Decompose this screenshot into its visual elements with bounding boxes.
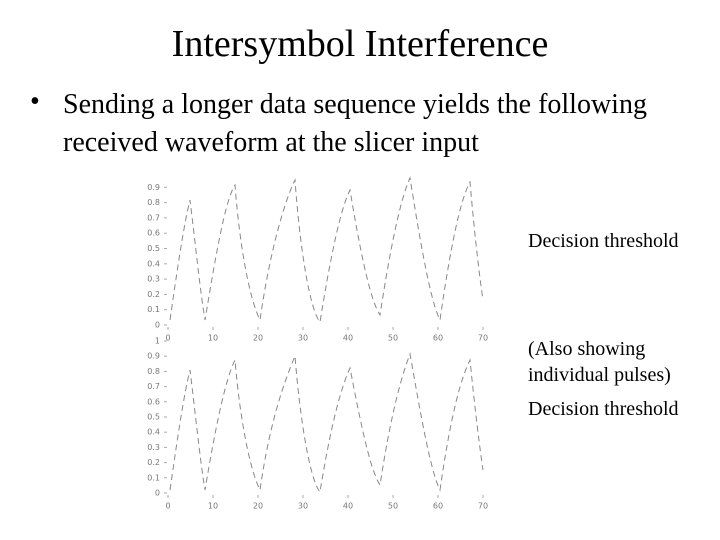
x-tick-label: 50 bbox=[388, 334, 398, 343]
slide-title: Intersymbol Interference bbox=[171, 23, 549, 65]
y-tick-label: 0.2 bbox=[147, 290, 160, 299]
annotation: Decision threshold bbox=[528, 230, 679, 252]
y-tick-label: 0.8 bbox=[147, 198, 160, 207]
x-tick-label: 70 bbox=[478, 502, 488, 511]
x-tick-label: 60 bbox=[433, 334, 443, 343]
y-tick-label: 0.5 bbox=[147, 244, 160, 253]
y-tick-label: 0.6 bbox=[147, 229, 160, 238]
x-tick-label: 30 bbox=[298, 502, 308, 511]
y-tick-label: 0.5 bbox=[147, 413, 160, 422]
y-tick-label: 0.1 bbox=[147, 473, 160, 482]
waveform bbox=[169, 352, 484, 494]
y-tick-label: 0.3 bbox=[147, 443, 160, 452]
y-tick-label: 0.1 bbox=[147, 305, 160, 314]
x-tick-label: 10 bbox=[208, 502, 218, 511]
x-tick-label: 70 bbox=[478, 334, 488, 343]
y-tick-label: 0.7 bbox=[147, 213, 160, 222]
y-tick-label: 0.8 bbox=[147, 367, 160, 376]
x-tick-label: 0 bbox=[165, 334, 170, 343]
annotation: (Also showing individual pulses) bbox=[528, 338, 671, 386]
y-tick-label: 0.4 bbox=[147, 428, 160, 437]
bullet-dot: • bbox=[30, 86, 40, 117]
x-tick-label: 60 bbox=[433, 502, 443, 511]
x-tick-label: 20 bbox=[253, 502, 263, 511]
x-tick-label: 10 bbox=[208, 334, 218, 343]
bullet-text: Sending a longer data sequence yields th… bbox=[63, 89, 647, 158]
x-tick-label: 20 bbox=[253, 334, 263, 343]
y-tick-label: 0 bbox=[155, 321, 160, 330]
x-tick-label: 40 bbox=[343, 502, 353, 511]
x-tick-label: 40 bbox=[343, 334, 353, 343]
y-tick-label: 1 bbox=[155, 337, 160, 346]
y-tick-label: 0.9 bbox=[147, 352, 160, 361]
annotation: Decision threshold bbox=[528, 398, 679, 420]
y-tick-label: 0.9 bbox=[147, 183, 160, 192]
x-tick-label: 30 bbox=[298, 334, 308, 343]
y-tick-label: 0.4 bbox=[147, 259, 160, 268]
y-tick-label: 0.2 bbox=[147, 458, 160, 467]
y-tick-label: 0.7 bbox=[147, 382, 160, 391]
x-tick-label: 50 bbox=[388, 502, 398, 511]
y-tick-label: 0.6 bbox=[147, 397, 160, 406]
y-tick-label: 0.3 bbox=[147, 275, 160, 284]
waveform bbox=[169, 176, 484, 324]
x-tick-label: 0 bbox=[165, 502, 170, 511]
y-tick-label: 0 bbox=[155, 489, 160, 498]
